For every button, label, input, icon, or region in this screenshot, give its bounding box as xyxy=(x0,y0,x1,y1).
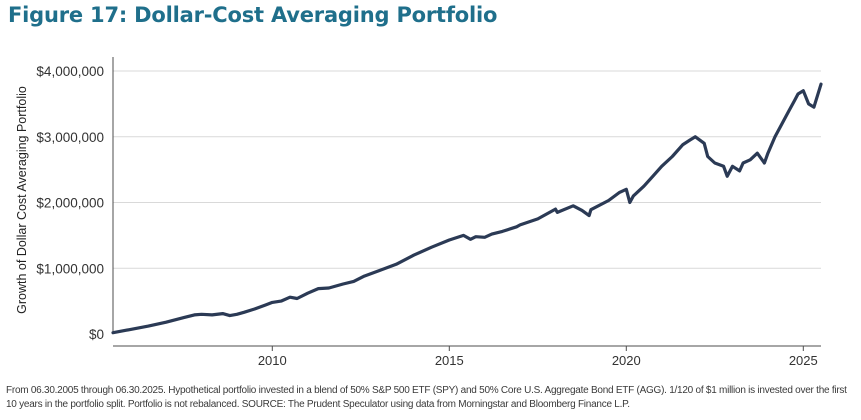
y-tick-label: $2,000,000 xyxy=(36,196,104,211)
series xyxy=(111,82,823,335)
x-tick-label: 2010 xyxy=(258,353,287,368)
y-tick-label: $3,000,000 xyxy=(36,130,104,145)
figure-title: Figure 17: Dollar-Cost Averaging Portfol… xyxy=(8,3,498,27)
footnote: From 06.30.2005 through 06.30.2025. Hypo… xyxy=(6,385,847,410)
y-tick-labels: $0 $1,000,000 $2,000,000 $3,000,000 $4,000,0… xyxy=(36,64,104,342)
x-tick-label: 2015 xyxy=(435,353,464,368)
series-line xyxy=(111,82,823,335)
y-tick-label: $1,000,000 xyxy=(36,261,104,276)
gridlines xyxy=(113,70,821,269)
y-tick-label: $4,000,000 xyxy=(36,64,104,79)
x-tick-label: 2020 xyxy=(612,353,641,368)
x-tick-labels: 2010 2015 2020 2025 xyxy=(258,346,818,368)
y-tick-label: $0 xyxy=(89,327,104,342)
x-tick-label: 2025 xyxy=(789,353,818,368)
axes xyxy=(112,57,821,347)
y-axis-label: Growth of Dollar Cost Averaging Portfoli… xyxy=(15,86,29,314)
line-chart: $0 $1,000,000 $2,000,000 $3,000,000 $4,000,0… xyxy=(15,57,823,368)
